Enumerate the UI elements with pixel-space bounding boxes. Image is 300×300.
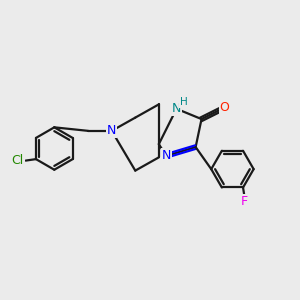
Text: N: N <box>107 124 116 137</box>
Text: Cl: Cl <box>12 154 24 167</box>
Text: H: H <box>180 97 188 107</box>
Text: N: N <box>172 102 181 115</box>
Text: O: O <box>220 101 230 114</box>
Text: F: F <box>241 195 248 208</box>
Text: N: N <box>161 149 171 162</box>
